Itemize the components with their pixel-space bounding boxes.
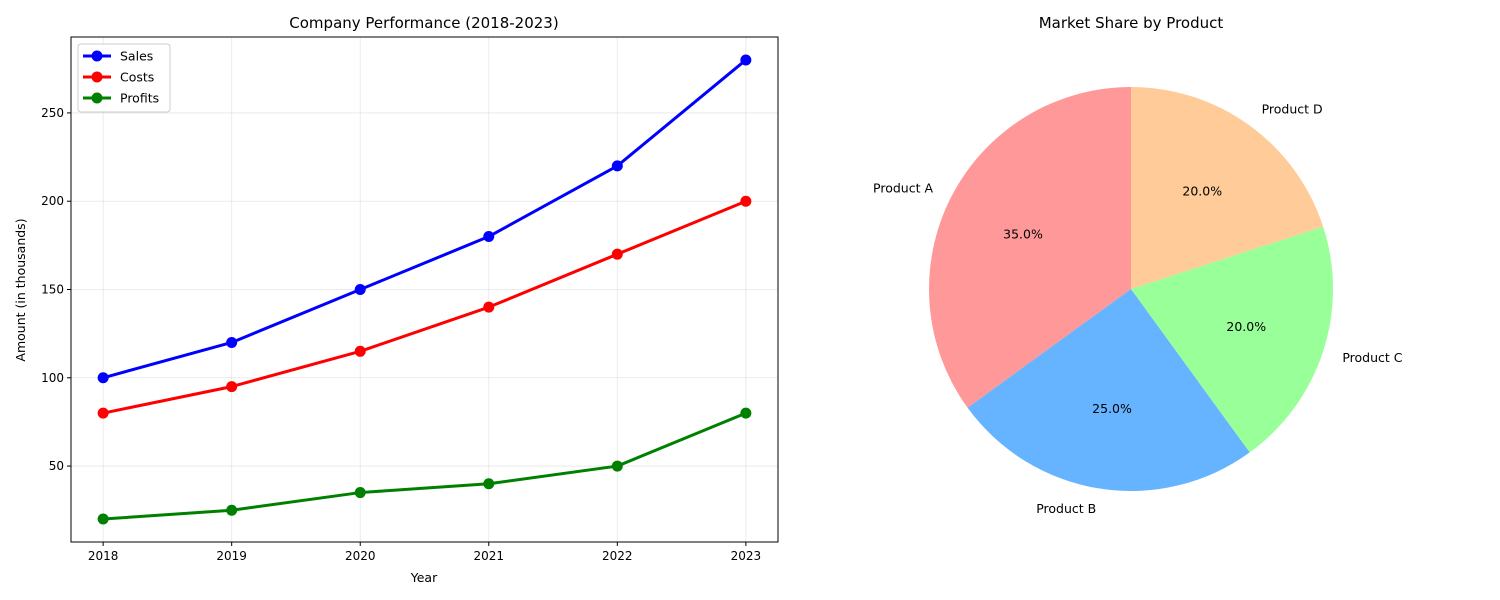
data-point-costs bbox=[483, 301, 495, 313]
x-tick-label: 2019 bbox=[216, 549, 247, 563]
data-point-costs bbox=[226, 381, 238, 393]
y-tick-label: 150 bbox=[41, 283, 64, 297]
data-point-profits bbox=[611, 460, 623, 472]
series-line-profits bbox=[103, 411, 747, 521]
data-point-sales bbox=[226, 336, 238, 348]
line-chart-ticks: 2018 2019 2020 2021 2022 2023 50 100 150 200 250 bbox=[41, 106, 761, 563]
data-point-sales bbox=[483, 231, 495, 243]
legend-marker-sales bbox=[91, 50, 103, 62]
legend-label-sales: Sales bbox=[120, 49, 153, 64]
pie-pct-product-b: 25.0% bbox=[1092, 401, 1132, 416]
y-axis-label: Amount (in thousands) bbox=[13, 218, 28, 361]
x-axis-label: Year bbox=[410, 570, 438, 585]
y-tick-label: 50 bbox=[49, 459, 64, 473]
y-tick-label: 200 bbox=[41, 194, 64, 208]
x-tick-label: 2023 bbox=[731, 549, 762, 563]
pie-pct-product-d: 20.0% bbox=[1182, 183, 1222, 198]
data-point-profits bbox=[226, 504, 238, 516]
y-tick-label: 100 bbox=[41, 371, 64, 385]
data-point-sales bbox=[97, 372, 109, 384]
pie-pct-product-c: 20.0% bbox=[1226, 319, 1266, 334]
y-tick-label: 250 bbox=[41, 106, 64, 120]
data-point-sales bbox=[354, 284, 366, 295]
line-chart-grid bbox=[71, 37, 778, 542]
legend-label-costs: Costs bbox=[120, 70, 154, 85]
data-point-sales bbox=[740, 54, 752, 66]
legend: Sales Costs Profits bbox=[77, 43, 171, 113]
data-point-costs bbox=[354, 345, 366, 357]
pie-label-product-c: Product C bbox=[1342, 350, 1402, 365]
pie-slice-product-a bbox=[928, 87, 1131, 408]
data-point-costs bbox=[97, 407, 109, 419]
x-tick-label: 2021 bbox=[473, 549, 504, 563]
data-point-costs bbox=[611, 248, 623, 260]
line-chart-title: Company Performance (2018-2023) bbox=[289, 14, 558, 32]
pie-chart: Market Share by Product Product A35.0%Pr… bbox=[873, 14, 1403, 516]
line-chart: Company Performance (2018-2023) 2018 2019… bbox=[13, 14, 779, 585]
x-tick-label: 2022 bbox=[602, 549, 633, 563]
pie-slice-product-d bbox=[1131, 87, 1324, 289]
x-tick-label: 2020 bbox=[345, 549, 376, 563]
data-point-profits bbox=[740, 407, 752, 419]
pie-chart-title: Market Share by Product bbox=[1039, 14, 1224, 32]
legend-label-profits: Profits bbox=[120, 91, 159, 106]
series-line-sales bbox=[102, 58, 747, 380]
series-line-costs bbox=[102, 199, 747, 415]
pie-slices bbox=[928, 87, 1333, 491]
data-point-costs bbox=[740, 195, 752, 207]
pie-label-product-a: Product A bbox=[873, 181, 933, 196]
pie-labels: Product A 35.0% Product B 25.0% Product C 20.… bbox=[873, 102, 1403, 516]
pie-slice-product-b bbox=[967, 289, 1250, 491]
data-point-profits bbox=[354, 487, 366, 499]
x-tick-label: 2018 bbox=[88, 549, 119, 563]
pie-slice-product-c bbox=[1131, 226, 1333, 453]
data-point-profits bbox=[483, 478, 495, 490]
data-point-sales bbox=[611, 160, 623, 172]
legend-marker-profits bbox=[91, 92, 103, 104]
pie-label-product-b: Product B bbox=[1036, 501, 1096, 516]
pie-label-product-d: Product D bbox=[1262, 102, 1323, 117]
pie-pct-product-a: 35.0% bbox=[1003, 226, 1043, 241]
legend-marker-costs bbox=[91, 71, 103, 83]
data-point-profits bbox=[97, 513, 109, 525]
line-chart-series bbox=[97, 54, 752, 525]
